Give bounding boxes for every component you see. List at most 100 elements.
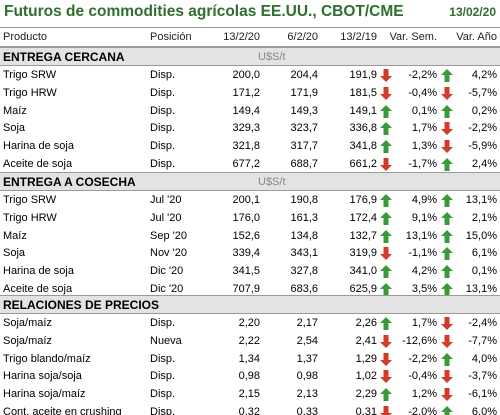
price-current: 149,4	[232, 104, 260, 117]
table-row: Trigo SRW Disp. 200,0 204,4 191,9 -2,2% 4,2%	[0, 66, 500, 84]
arrow-up-icon	[380, 265, 392, 279]
product-name: Soja/maíz	[3, 334, 52, 347]
arrow-up-icon	[441, 352, 453, 366]
price-current: 2,20	[238, 317, 260, 329]
contract-position: Disp.	[150, 122, 176, 135]
product-name: Soja	[3, 247, 26, 260]
table-row: Soja/maíz Nueva 2,22 2,54 2,41 -12,6% -7,7%	[0, 332, 500, 350]
contract-position: Disp.	[150, 352, 176, 365]
contract-position: Sep '20	[150, 229, 187, 242]
weekly-change: -2,2%	[408, 69, 437, 81]
price-week-ago: 149,3	[290, 104, 318, 117]
price-current: 339,4	[232, 247, 260, 260]
table-row: Harina soja/maíz Disp. 2,15 2,13 2,29 1,2% -6,…	[0, 385, 500, 403]
arrow-down-icon	[380, 86, 392, 100]
weekly-change: 1,3%	[411, 140, 437, 153]
product-name: Trigo SRW	[3, 69, 57, 81]
price-week-ago: 683,6	[290, 283, 318, 295]
arrow-down-icon	[380, 352, 392, 366]
header-date-week-ago: 6/2/20	[287, 31, 318, 43]
price-current: 171,2	[232, 86, 260, 99]
price-week-ago: 323,7	[290, 122, 318, 135]
yearly-change: -6,1%	[468, 388, 497, 401]
arrow-up-icon	[441, 194, 453, 207]
table-row: Harina de soja Disp. 321,8 317,7 341,8 1,3% -5…	[0, 137, 500, 155]
product-name: Cont. aceite en crushing	[3, 406, 122, 415]
table-row: Harina de soja Dic '20 341,5 327,8 341,0 4,2%…	[0, 262, 500, 280]
price-week-ago: 134,8	[290, 229, 318, 242]
price-current: 0,32	[238, 406, 260, 415]
contract-position: Dic '20	[150, 283, 184, 295]
price-year-ago: 336,8	[349, 122, 377, 135]
weekly-change: 0,1%	[411, 104, 437, 117]
arrow-down-icon	[441, 140, 453, 154]
section-unit: U$S/t	[258, 176, 286, 188]
yearly-change: 13,1%	[465, 283, 497, 295]
section-price-ratios-header: RELACIONES DE PRECIOS	[0, 295, 500, 314]
yearly-change: 0,1%	[471, 265, 497, 278]
arrow-up-icon	[441, 104, 453, 118]
arrow-up-icon	[441, 247, 453, 261]
price-year-ago: 1,29	[355, 352, 377, 365]
price-week-ago: 161,3	[290, 211, 318, 224]
yearly-change: -5,9%	[468, 140, 497, 153]
arrow-down-icon	[441, 370, 453, 384]
table-row: Trigo HRW Disp. 171,2 171,9 181,5 -0,4% -5,7%	[0, 84, 500, 102]
arrow-up-icon	[441, 229, 453, 243]
table-row: Harina soja/soja Disp. 0,98 0,98 1,02 -0,4% -3…	[0, 367, 500, 385]
section-near-delivery-header: ENTREGA CERCANA U$S/t	[0, 47, 500, 66]
weekly-change: -0,4%	[408, 86, 437, 99]
price-week-ago: 343,1	[290, 247, 318, 260]
yearly-change: 4,0%	[471, 352, 497, 365]
table-row: Soja Disp. 329,3 323,7 336,8 1,7% -2,2%	[0, 119, 500, 137]
yearly-change: -2,4%	[468, 317, 497, 329]
price-current: 341,5	[232, 265, 260, 278]
yearly-change: 2,1%	[471, 211, 497, 224]
contract-position: Nueva	[150, 334, 182, 347]
weekly-change: -1,1%	[408, 247, 437, 260]
contract-position: Disp.	[150, 86, 176, 99]
contract-position: Disp.	[150, 388, 176, 401]
table-row: Trigo HRW Jul '20 176,0 161,3 172,4 9,1% 2,1%	[0, 209, 500, 227]
price-year-ago: 181,5	[349, 86, 377, 99]
yearly-change: 6,0%	[471, 406, 497, 415]
arrow-up-icon	[441, 406, 453, 415]
header-date-current: 13/2/20	[223, 31, 260, 43]
section-unit: U$S/t	[258, 51, 286, 63]
yearly-change: 13,1%	[465, 194, 497, 206]
yearly-change: 4,2%	[471, 69, 497, 81]
weekly-change: 13,1%	[405, 229, 437, 242]
price-year-ago: 2,41	[355, 334, 377, 347]
product-name: Trigo SRW	[3, 194, 57, 206]
table-row: Maíz Sep '20 152,6 134,8 132,7 13,1% 15,0%	[0, 227, 500, 245]
price-week-ago: 204,4	[290, 69, 318, 81]
product-name: Trigo HRW	[3, 211, 57, 224]
price-current: 1,34	[238, 352, 260, 365]
price-current: 200,0	[232, 69, 260, 81]
arrow-down-icon	[380, 406, 392, 415]
header-product: Producto	[3, 31, 48, 43]
price-year-ago: 0,31	[355, 406, 377, 415]
contract-position: Disp.	[150, 317, 176, 329]
arrow-down-icon	[380, 247, 392, 261]
yearly-change: 6,1%	[471, 247, 497, 260]
price-week-ago: 2,17	[296, 317, 318, 329]
price-year-ago: 341,8	[349, 140, 377, 153]
price-current: 152,6	[232, 229, 260, 242]
contract-position: Dic '20	[150, 265, 184, 278]
weekly-change: -2,2%	[408, 352, 437, 365]
arrow-down-icon	[441, 86, 453, 100]
yearly-change: -5,7%	[468, 86, 497, 99]
section-title: ENTREGA A COSECHA	[3, 175, 136, 189]
price-current: 677,2	[232, 158, 260, 170]
price-year-ago: 2,26	[355, 317, 377, 329]
arrow-up-icon	[441, 69, 453, 82]
weekly-change: -2,0%	[408, 406, 437, 415]
header-weekly-change: Var. Sem.	[389, 31, 437, 43]
product-name: Maíz	[3, 229, 27, 242]
price-year-ago: 176,9	[349, 194, 377, 206]
price-year-ago: 341,0	[349, 265, 377, 278]
arrow-down-icon	[441, 388, 453, 402]
price-current: 2,22	[238, 334, 260, 347]
